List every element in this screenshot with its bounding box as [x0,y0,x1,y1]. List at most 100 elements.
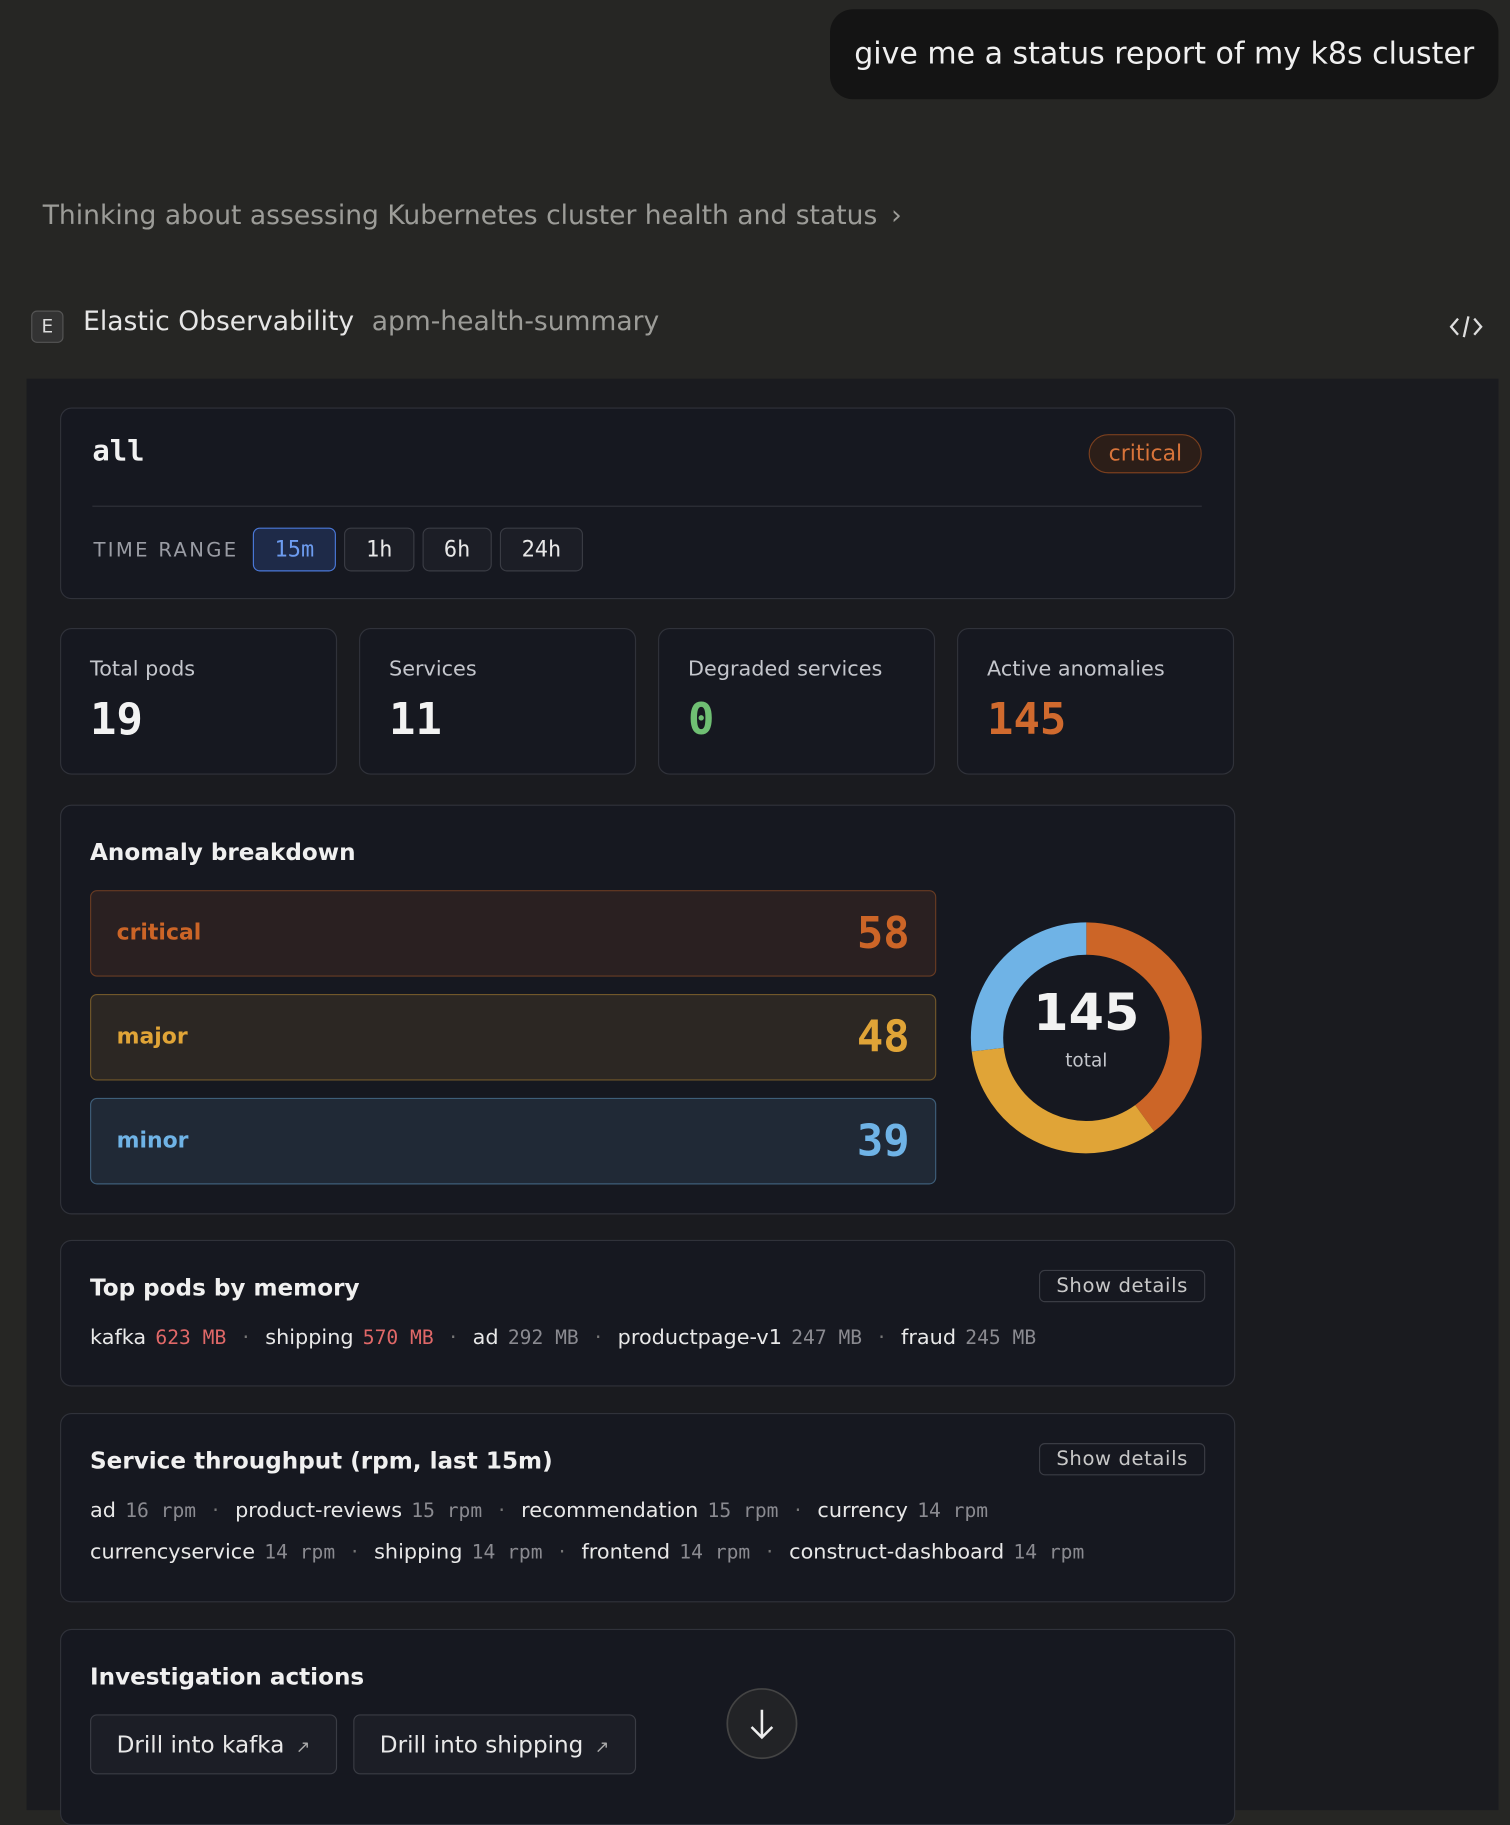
metric-value: 292 MB [507,1326,579,1350]
tool-function: apm-health-summary [371,307,660,338]
anomaly-count: 48 [856,1011,910,1063]
metric-item: frontend 14 rpm [543,1540,751,1564]
metric-name: recommendation [521,1498,699,1523]
metric-value: 14 rpm [1013,1541,1085,1565]
metric-item: product-reviews 15 rpm [196,1498,482,1522]
metric-value: 14 rpm [679,1541,751,1565]
tool-icon: E [31,310,64,343]
anomaly-level: major [116,1023,188,1050]
metric-value: 245 MB [965,1326,1037,1350]
metric-value: 14 rpm [264,1541,336,1565]
time-range-option[interactable]: 6h [422,527,492,572]
actions-card: Investigation actions Drill into kafka ↗ Dr… [60,1628,1236,1825]
divider [92,505,1202,507]
anomaly-row: critical 58 [90,890,937,977]
metric-name: shipping [374,1540,463,1565]
metric-value: 570 MB [362,1326,434,1350]
metric-name: kafka [90,1325,147,1350]
metric-name: productpage-v1 [617,1325,782,1350]
metric-name: shipping [265,1325,354,1350]
action-button[interactable]: Drill into shipping ↗ [353,1714,636,1775]
metric-value: 14 rpm [471,1541,543,1565]
stat-value: 19 [90,693,143,745]
anomaly-row: major 48 [90,993,937,1081]
card-title: Service throughput (rpm, last 15m) [90,1446,553,1475]
scope-title: all [92,434,145,468]
anomaly-level: critical [116,920,202,946]
metric-name: currencyservice [90,1540,256,1565]
metric-name: ad [90,1498,116,1523]
external-icon: ↗ [295,1736,311,1758]
anomaly-count: 58 [856,907,910,959]
time-range-option[interactable]: 1h [344,527,415,572]
user-message: give me a status report of my k8s cluste… [830,9,1499,100]
scroll-down-button[interactable] [725,1687,799,1761]
time-range-option[interactable]: 24h [499,527,583,572]
metric-value: 14 rpm [917,1499,989,1523]
donut-chart: 145 total [970,922,1202,1154]
time-range-label: TIME RANGE [93,539,239,563]
stat-card: Total pods 19 [60,628,338,775]
metric-value: 623 MB [155,1326,227,1350]
metric-item: shipping 570 MB [226,1325,433,1349]
metric-item: ad 16 rpm [90,1498,196,1522]
action-button[interactable]: Drill into kafka ↗ [90,1714,338,1775]
metric-item: recommendation 15 rpm [482,1498,778,1522]
stat-label: Total pods [90,656,196,682]
thinking-toggle[interactable]: Thinking about assessing Kubernetes clus… [42,200,902,231]
card-title: Investigation actions [90,1662,365,1691]
stat-card: Services 11 [359,628,637,775]
metric-item: currencyservice 14 rpm [90,1540,335,1564]
anomaly-card: Anomaly breakdown critical 58 major 48 minor 3… [60,804,1236,1215]
donut-total: 145 [1033,983,1139,1042]
metric-value: 16 rpm [125,1499,197,1523]
metric-item: currency 14 rpm [778,1498,988,1522]
throughput-card: Service throughput (rpm, last 15m) Show d… [60,1413,1236,1603]
stat-value: 145 [987,693,1067,745]
stat-card: Active anomalies 145 [957,628,1235,775]
action-label: Drill into kafka [116,1730,285,1759]
scope-card: all critical TIME RANGE 15m 1h 6h 24h [60,407,1236,600]
top-pods-card: Top pods by memory Show details kafka 623 M… [60,1239,1236,1387]
metric-item: construct-dashboard 14 rpm [750,1540,1084,1564]
tool-name: Elastic Observability [83,307,355,338]
time-range-option[interactable]: 15m [252,527,336,572]
stat-label: Services [389,656,477,682]
anomaly-level: minor [116,1127,189,1154]
code-toggle[interactable] [1449,312,1484,342]
donut-segment [971,1047,1155,1154]
donut-segment [970,922,1087,1052]
metric-item: shipping 14 rpm [335,1540,542,1564]
metric-name: frontend [581,1540,671,1565]
card-title: Top pods by memory [90,1273,360,1302]
metric-item: kafka 623 MB [90,1325,226,1349]
stat-card: Degraded services 0 [658,628,936,775]
metric-name: product-reviews [235,1498,403,1523]
widget: all critical TIME RANGE 15m 1h 6h 24h Total pod… [27,379,1499,1825]
metric-name: currency [817,1498,908,1523]
metric-name: ad [472,1325,499,1350]
metric-value: 247 MB [791,1326,863,1350]
stat-label: Active anomalies [987,656,1165,682]
status-badge: critical [1089,434,1202,474]
thinking-text: Thinking about assessing Kubernetes clus… [42,200,878,231]
action-label: Drill into shipping [379,1730,584,1759]
metric-item: ad 292 MB [434,1325,579,1349]
anomaly-count: 39 [856,1115,910,1166]
stat-value: 0 [688,693,715,745]
metric-item: productpage-v1 247 MB [579,1325,862,1349]
metric-value: 15 rpm [707,1499,779,1523]
metric-value: 15 rpm [411,1499,483,1523]
show-details-button[interactable]: Show details [1039,1269,1206,1303]
metric-name: fraud [901,1325,957,1350]
show-details-button[interactable]: Show details [1039,1443,1206,1476]
metric-item: fraud 245 MB [862,1325,1036,1349]
external-icon: ↗ [594,1736,610,1758]
metric-name: construct-dashboard [789,1540,1005,1565]
anomaly-row: minor 39 [90,1097,937,1185]
